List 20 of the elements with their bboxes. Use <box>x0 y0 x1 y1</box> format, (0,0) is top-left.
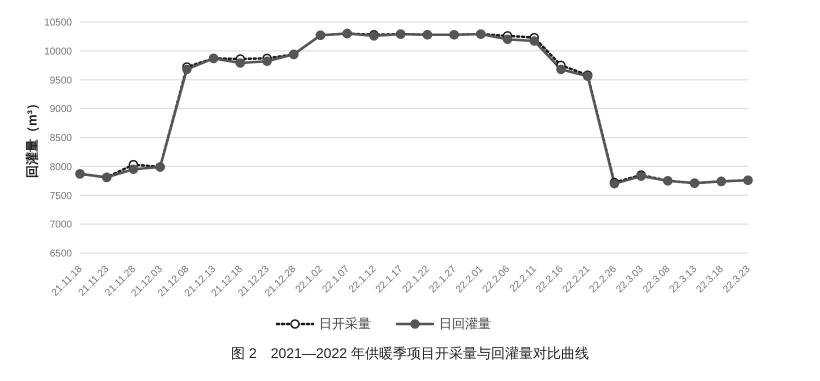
y-axis-title: 回灌量（m³） <box>24 97 40 178</box>
point <box>529 36 539 46</box>
point <box>556 64 566 74</box>
y-tick-label: 8000 <box>50 162 72 173</box>
y-tick-label: 8500 <box>50 133 72 144</box>
point <box>502 34 512 44</box>
legend-label: 日回灌量 <box>438 315 491 333</box>
y-tick-label: 7500 <box>50 190 72 202</box>
point <box>128 164 138 174</box>
point <box>236 58 246 68</box>
y-tick-label: 9000 <box>50 104 72 116</box>
y-tick-label: 7000 <box>50 220 72 231</box>
y-tick-label: 10000 <box>44 46 72 58</box>
legend-label: 日开采量 <box>318 315 371 333</box>
y-tick-label: 9500 <box>50 75 72 86</box>
y-tick-label: 10500 <box>44 18 72 29</box>
point <box>262 56 272 66</box>
point <box>182 64 192 74</box>
text: 图 2 2021—2022 年供暖季项目开采量与回灌量对比曲线 <box>230 345 590 363</box>
y-tick-label: 6500 <box>50 248 72 260</box>
